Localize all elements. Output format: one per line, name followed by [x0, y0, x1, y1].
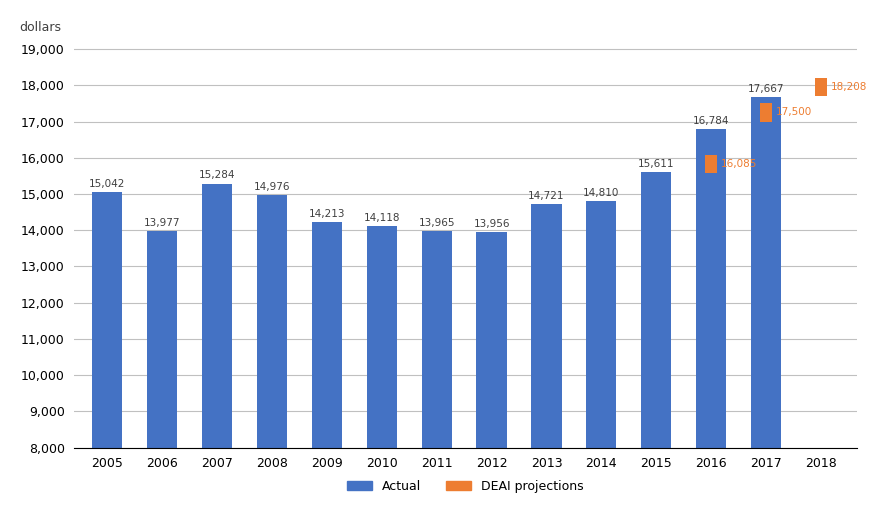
Text: 17,500: 17,500 [776, 107, 812, 118]
Text: 14,810: 14,810 [583, 188, 619, 197]
Text: dollars: dollars [20, 21, 61, 34]
Bar [421, 232, 452, 448]
Bar [760, 104, 772, 122]
Bar [477, 232, 507, 448]
Bar [367, 226, 396, 448]
Text: 15,042: 15,042 [89, 179, 126, 189]
Bar [202, 184, 233, 448]
Text: 14,721: 14,721 [528, 191, 565, 201]
Bar [642, 172, 671, 448]
Text: 14,213: 14,213 [308, 209, 345, 219]
Bar [257, 195, 287, 448]
Text: 15,611: 15,611 [638, 159, 674, 168]
Text: 16,085: 16,085 [721, 159, 757, 169]
Text: 14,118: 14,118 [364, 213, 400, 223]
Text: 17,667: 17,667 [748, 84, 784, 94]
Bar [696, 130, 726, 448]
Text: 13,965: 13,965 [419, 218, 455, 228]
Bar [531, 204, 561, 448]
Text: 13,977: 13,977 [144, 218, 181, 228]
Bar [93, 193, 122, 448]
Bar [815, 78, 827, 96]
Text: 18,208: 18,208 [830, 82, 867, 92]
Text: 14,976: 14,976 [254, 182, 290, 192]
Text: 13,956: 13,956 [473, 219, 510, 228]
Bar [586, 201, 617, 448]
Bar [312, 223, 342, 448]
Legend: Actual, DEAI projections: Actual, DEAI projections [342, 475, 589, 498]
Bar [705, 155, 717, 173]
Bar [147, 231, 177, 448]
Text: 16,784: 16,784 [693, 116, 730, 126]
Text: 15,284: 15,284 [199, 170, 235, 180]
Bar [751, 97, 781, 448]
